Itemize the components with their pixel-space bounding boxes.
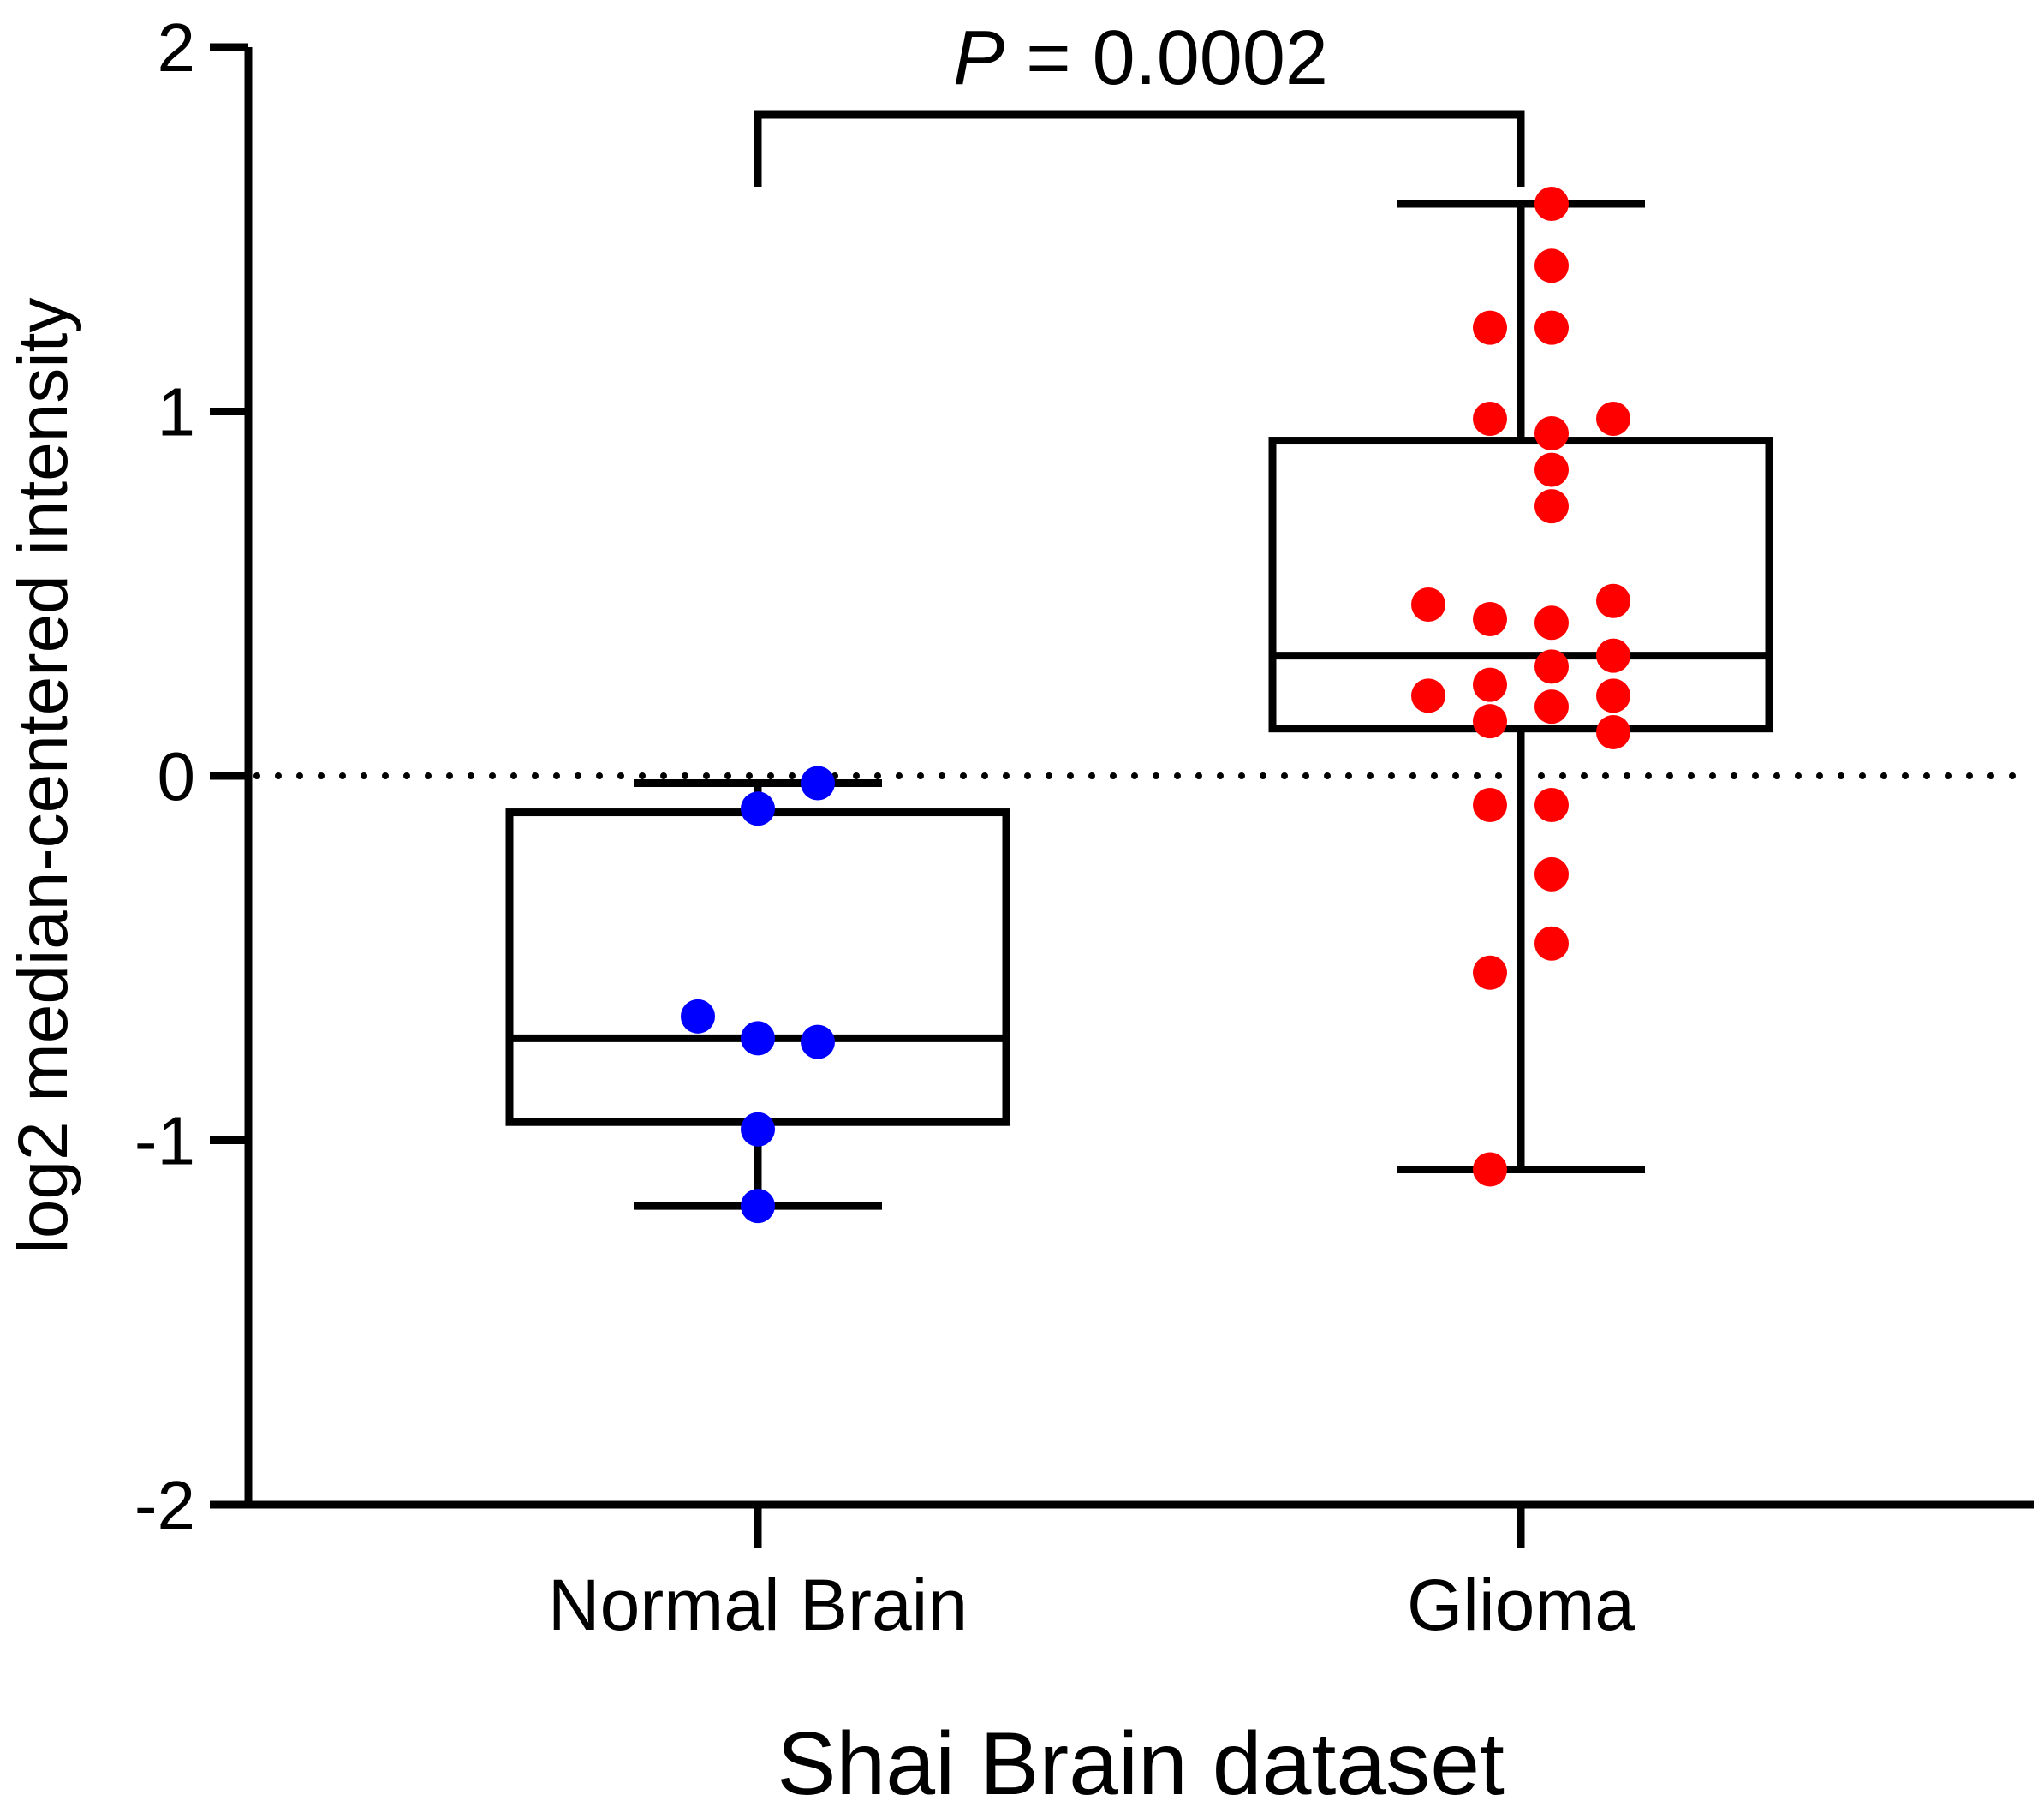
interquartile-box — [1268, 437, 1773, 733]
p-symbol: P — [953, 15, 1004, 101]
tick-layer: -2 -1 0 1 2 — [134, 9, 1525, 1548]
data-point-glioma — [1596, 714, 1630, 749]
data-point-glioma — [1473, 402, 1507, 437]
data-point-glioma — [1534, 186, 1569, 221]
data-point-glioma — [1534, 689, 1569, 725]
data-point-normal-brain — [741, 1112, 775, 1147]
data-point-glioma — [1534, 605, 1569, 641]
data-point-glioma — [1411, 587, 1445, 623]
data-point-glioma — [1411, 678, 1445, 713]
data-point-glioma — [1596, 583, 1630, 618]
data-point-glioma — [1596, 638, 1630, 673]
data-point-glioma — [1473, 667, 1507, 702]
category-label-normal-brain: Normal Brain — [548, 1565, 968, 1645]
significance-layer — [754, 110, 1525, 187]
data-point-normal-brain — [801, 766, 835, 801]
data-point-glioma — [1473, 1152, 1507, 1187]
data-point-glioma — [1534, 416, 1569, 451]
data-point-glioma — [1534, 248, 1569, 283]
data-point-glioma — [1534, 649, 1569, 684]
data-point-normal-brain — [741, 1021, 775, 1056]
data-point-glioma — [1534, 856, 1569, 892]
significance-bracket — [754, 110, 1525, 187]
y-tick-label: 1 — [158, 374, 196, 450]
data-point-glioma — [1473, 955, 1507, 990]
y-axis-title: log2 median-centered intensity — [4, 298, 82, 1255]
y-tick-label: -2 — [134, 1467, 195, 1543]
p-value: = 0.0002 — [1004, 15, 1328, 101]
data-point-glioma — [1534, 926, 1569, 961]
category-label-layer: Normal Brain Glioma — [548, 1565, 1635, 1645]
data-point-glioma — [1473, 704, 1507, 739]
points-layer — [681, 186, 1630, 1224]
data-point-normal-brain — [741, 1189, 775, 1224]
data-point-glioma — [1596, 678, 1630, 713]
data-point-glioma — [1596, 402, 1630, 437]
y-tick-label: -1 — [134, 1103, 195, 1179]
data-point-glioma — [1534, 452, 1569, 487]
data-point-glioma — [1534, 788, 1569, 823]
category-label-glioma: Glioma — [1407, 1565, 1635, 1645]
data-point-glioma — [1473, 310, 1507, 345]
data-point-normal-brain — [741, 791, 775, 826]
data-point-glioma — [1534, 489, 1569, 524]
box-layer — [505, 200, 1773, 1210]
data-point-glioma — [1473, 788, 1507, 823]
x-axis-title: Shai Brain dataset — [777, 1715, 1505, 1807]
interquartile-box — [505, 808, 1010, 1126]
data-point-normal-brain — [681, 999, 715, 1034]
data-point-glioma — [1534, 310, 1569, 345]
data-point-normal-brain — [801, 1024, 835, 1059]
significance-label: P = 0.0002 — [953, 15, 1328, 101]
y-tick-label: 2 — [158, 9, 196, 86]
y-tick-label: 0 — [158, 738, 196, 814]
data-point-glioma — [1473, 602, 1507, 637]
box-glioma — [1268, 200, 1773, 1174]
